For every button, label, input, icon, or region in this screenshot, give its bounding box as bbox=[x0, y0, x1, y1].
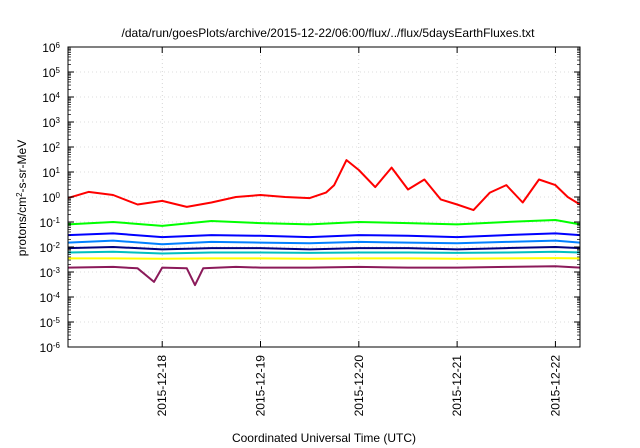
y-tick-label: 10-1 bbox=[40, 216, 61, 231]
y-tick-label: 10-2 bbox=[40, 241, 61, 256]
x-tick-label: 2015-12-22 bbox=[548, 355, 562, 417]
series-line bbox=[68, 246, 580, 251]
series-lines bbox=[68, 159, 580, 287]
series-line bbox=[68, 159, 580, 212]
y-tick-label: 104 bbox=[42, 91, 60, 106]
y-tick-label: 10-4 bbox=[40, 291, 61, 306]
x-axis-label: Coordinated Universal Time (UTC) bbox=[232, 431, 416, 445]
y-tick-label: 102 bbox=[42, 141, 60, 156]
x-tick-label: 2015-12-20 bbox=[352, 355, 366, 417]
series-line bbox=[68, 232, 580, 239]
y-tick-label: 10-3 bbox=[40, 266, 61, 281]
y-axis-label-unit: protons/cm bbox=[15, 197, 29, 256]
x-axis: 2015-12-18 2015-12-19 2015-12-20 2015-12-21… bbox=[155, 47, 562, 416]
x-tick-label: 2015-12-19 bbox=[254, 355, 268, 417]
series-line bbox=[68, 265, 580, 287]
y-tick-label: 103 bbox=[42, 116, 60, 131]
plot-grid bbox=[68, 46, 580, 348]
y-tick-label: 10-6 bbox=[40, 341, 61, 356]
y-axis-label-exponent: 2 bbox=[15, 192, 24, 197]
series-line bbox=[68, 250, 580, 255]
y-tick-label: 100 bbox=[42, 191, 60, 206]
series-line bbox=[68, 219, 580, 227]
chart-title: /data/run/goesPlots/archive/2015-12-22/0… bbox=[122, 26, 536, 40]
y-tick-label: 106 bbox=[42, 41, 60, 56]
y-tick-label: 10-5 bbox=[40, 316, 61, 331]
x-tick-label: 2015-12-18 bbox=[155, 355, 169, 417]
y-axis-label-rest: -s-sr-MeV bbox=[15, 140, 29, 193]
y-tick-label: 101 bbox=[42, 166, 60, 181]
series-line bbox=[68, 239, 580, 246]
x-tick-label: 2015-12-21 bbox=[450, 355, 464, 417]
y-axis: 106 105 104 103 102 101 100 10-1 10-2 10-3 10-4 10-… bbox=[40, 41, 580, 356]
series-line bbox=[68, 257, 580, 260]
y-axis-label: protons/cm2-s-sr-MeV bbox=[15, 140, 30, 256]
y-tick-label: 105 bbox=[42, 66, 60, 81]
